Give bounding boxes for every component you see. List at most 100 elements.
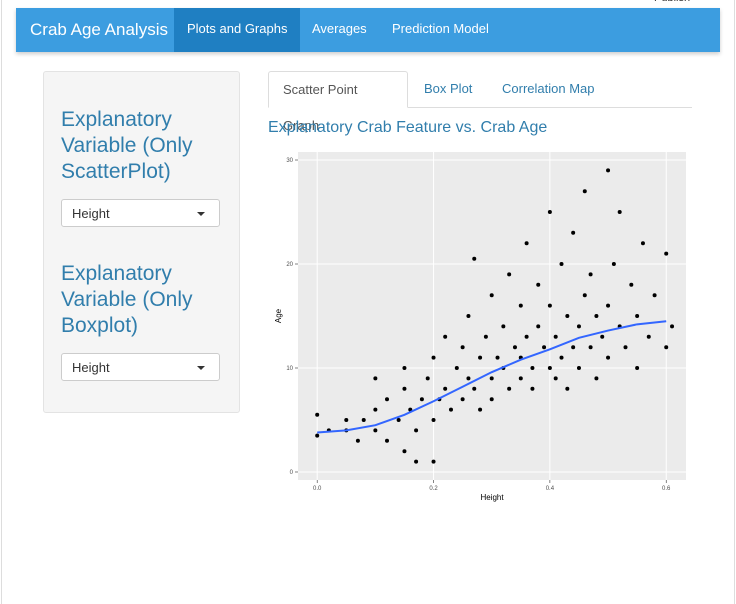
sidebar: Explanatory Variable (Only ScatterPlot) …: [43, 71, 240, 413]
point: [425, 376, 430, 381]
point: [472, 256, 477, 261]
point: [373, 407, 378, 412]
y-tick-label: 30: [286, 158, 293, 164]
point: [629, 282, 634, 287]
point: [396, 417, 401, 422]
select[interactable]: Height: [61, 353, 220, 381]
tab[interactable]: Scatter Point Graph: [268, 71, 408, 133]
point: [466, 314, 471, 318]
point: [640, 241, 645, 246]
point: [536, 324, 541, 329]
point: [315, 433, 320, 438]
x-tick-label: 0.4: [546, 486, 555, 492]
point: [431, 355, 436, 360]
point: [571, 345, 576, 350]
point: [524, 334, 529, 339]
point: [489, 293, 494, 298]
point: [646, 334, 651, 339]
point: [414, 428, 419, 433]
point: [483, 334, 488, 339]
point: [460, 345, 465, 350]
point: [594, 314, 599, 318]
point: [611, 262, 616, 267]
point: [617, 210, 622, 215]
navbar: Crab Age Analysis Plots and Graphs Avera…: [16, 8, 720, 52]
point: [606, 168, 611, 173]
point: [466, 376, 471, 381]
point: [344, 417, 349, 422]
point: [559, 355, 564, 360]
point: [495, 355, 500, 360]
point: [507, 272, 512, 277]
point: [547, 365, 552, 370]
point: [355, 438, 360, 443]
y-tick-label: 10: [286, 366, 293, 372]
point: [571, 230, 576, 235]
point: [635, 314, 640, 318]
x-axis-label: Height: [480, 493, 504, 502]
plot-panel: [298, 152, 686, 480]
nav-tab[interactable]: Plots and Graphs: [174, 8, 301, 52]
point: [501, 324, 506, 329]
brand[interactable]: Crab Age Analysis: [30, 20, 168, 39]
point: [443, 334, 448, 339]
y-tick-label: 20: [286, 262, 293, 268]
point: [431, 459, 436, 464]
point: [478, 355, 483, 360]
select-value: Height: [72, 206, 110, 221]
point: [576, 365, 581, 370]
point: [489, 397, 494, 402]
point: [402, 449, 407, 454]
point: [460, 397, 465, 402]
point: [524, 241, 529, 246]
tab[interactable]: Correlation Map: [502, 81, 595, 96]
x-tick-label: 0.0: [313, 486, 322, 492]
y-axis-label: Age: [274, 308, 283, 323]
point: [664, 251, 669, 256]
point: [361, 417, 366, 422]
point: [419, 397, 424, 402]
point: [414, 459, 419, 464]
point: [472, 386, 477, 391]
point: [478, 407, 483, 412]
point: [635, 365, 640, 370]
point: [670, 324, 675, 329]
point: [507, 386, 512, 391]
y-tick-label: 0: [290, 470, 294, 476]
point: [402, 365, 407, 370]
select-value: Height: [72, 360, 110, 375]
trend-line: [317, 320, 667, 434]
point: [606, 355, 611, 360]
point: [385, 438, 390, 443]
point: [448, 407, 453, 412]
point: [530, 365, 535, 370]
point: [385, 397, 390, 402]
tab[interactable]: Box Plot: [424, 81, 473, 96]
point: [547, 303, 552, 308]
point: [315, 412, 320, 417]
tab-rule: [268, 107, 692, 108]
nav-tab[interactable]: Prediction Model: [392, 21, 489, 36]
x-tick-label: 0.2: [429, 486, 438, 492]
point: [582, 293, 587, 298]
plot-heading: Explanatory Crab Feature vs. Crab Age: [268, 119, 548, 136]
point: [489, 376, 494, 381]
x-tick-label: 0.6: [662, 486, 671, 492]
caret: [197, 366, 205, 370]
point: [518, 303, 523, 308]
point: [565, 386, 570, 391]
point: [594, 376, 599, 381]
select[interactable]: Height: [61, 199, 220, 227]
point: [582, 189, 587, 194]
point: [623, 345, 628, 350]
point: [542, 345, 547, 350]
nav-tab[interactable]: Averages: [312, 21, 367, 36]
point: [373, 428, 378, 433]
input-label: Explanatory Variable (Only Boxplot): [61, 262, 193, 337]
point: [431, 417, 436, 422]
publish-button[interactable]: Publish: [654, 0, 690, 4]
point: [536, 282, 541, 287]
